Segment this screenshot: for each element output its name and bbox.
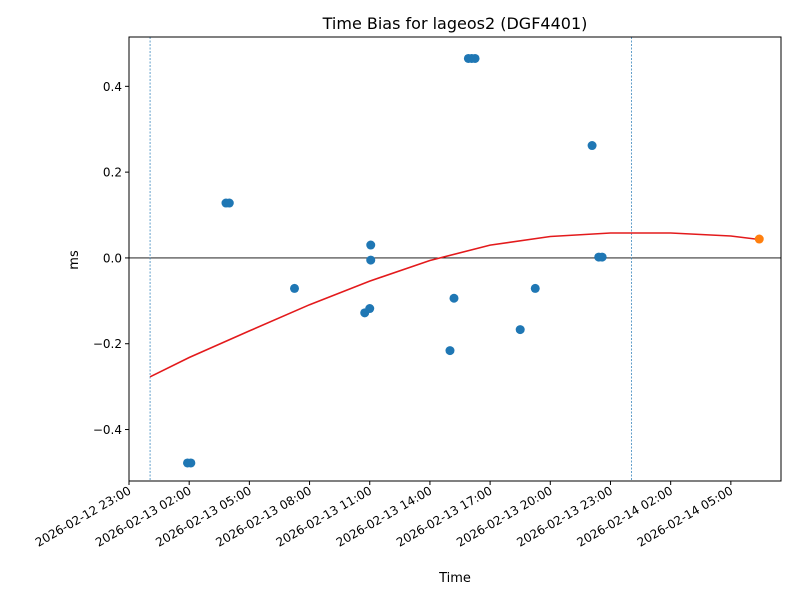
x-tick-label: 2026-02-12 23:00 (33, 483, 134, 549)
y-axis: −0.4 −0.2 0.0 0.2 0.4 (93, 80, 129, 437)
data-point-0-16 (587, 141, 597, 151)
y-tick-label: −0.4 (93, 423, 122, 437)
x-axis-label: Time (438, 571, 471, 586)
data-point-0-4 (290, 283, 300, 293)
data-point-0-10 (449, 293, 459, 303)
y-tick-label: −0.2 (93, 337, 122, 351)
data-point-0-1 (186, 458, 196, 468)
data-point-0-3 (224, 198, 234, 208)
y-axis-label: ms (67, 250, 82, 270)
plot-frame (128, 36, 782, 482)
y-tick-label: 0.2 (103, 166, 122, 180)
y-tick-label: 0.4 (103, 80, 122, 94)
data-point-0-8 (366, 255, 376, 265)
data-point-0-18 (597, 252, 607, 262)
data-point-0-9 (445, 346, 455, 356)
fit-curve (149, 232, 760, 378)
data-point-0-14 (515, 325, 525, 335)
data-point-0-13 (470, 53, 480, 63)
data-point-0-7 (366, 240, 376, 250)
data-point-0-6 (365, 304, 375, 314)
y-tick-label: 0.0 (103, 251, 122, 265)
chart-title: Time Bias for lageos2 (DGF4401) (322, 14, 588, 33)
plot-area (129, 37, 781, 481)
data-point-0-15 (530, 283, 540, 293)
plot-content (129, 37, 781, 481)
data-point-1-0 (754, 234, 764, 244)
